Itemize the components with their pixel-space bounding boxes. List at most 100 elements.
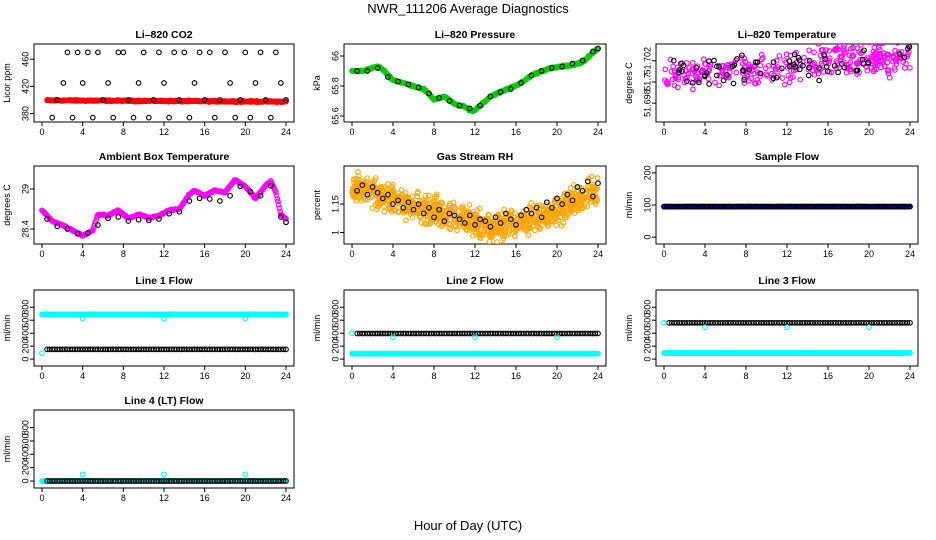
data-point <box>795 54 802 61</box>
data-point <box>386 201 393 208</box>
data-point <box>516 225 523 231</box>
y-tick-label: 400 <box>642 326 652 341</box>
data-point <box>508 207 515 214</box>
x-tick-label: 16 <box>200 493 210 503</box>
y-tick-label: 51.702 <box>642 47 652 75</box>
data-point <box>884 319 890 326</box>
x-tick-label: 24 <box>593 127 603 137</box>
x-tick-label: 24 <box>593 371 603 381</box>
data-point <box>866 324 872 331</box>
data-point <box>823 63 830 70</box>
y-tick-label: 380 <box>20 106 30 121</box>
data-point <box>395 330 401 337</box>
x-tick-label: 20 <box>240 493 250 503</box>
data-point <box>863 203 870 210</box>
data-point <box>387 330 394 337</box>
data-point <box>120 49 127 56</box>
data-point <box>280 346 287 353</box>
y-tick-label: 200 <box>642 165 652 180</box>
data-point <box>781 57 788 63</box>
y-axis-label: ml/min <box>312 315 322 342</box>
data-point <box>854 60 861 66</box>
data-point <box>401 196 408 203</box>
data-point <box>838 53 845 60</box>
data-point <box>741 77 747 83</box>
data-point <box>683 78 690 85</box>
data-point <box>901 54 908 61</box>
x-tick-label: 0 <box>349 371 354 381</box>
data-point <box>589 183 596 190</box>
data-point <box>830 203 836 210</box>
data-point <box>779 75 786 81</box>
y-axis-label: ml/min <box>2 315 12 342</box>
x-tick-label: 12 <box>470 127 480 137</box>
data-point <box>487 93 494 100</box>
data-point <box>125 97 132 103</box>
data-point <box>858 44 864 48</box>
x-tick-label: 16 <box>200 249 210 259</box>
data-point <box>242 471 249 478</box>
data-point <box>833 47 839 54</box>
x-tick-label: 24 <box>593 249 603 259</box>
data-point <box>569 60 576 67</box>
data-point <box>693 73 699 80</box>
data-point <box>595 330 601 337</box>
data-point <box>373 192 380 199</box>
data-point <box>156 216 162 222</box>
data-point <box>79 80 86 86</box>
data-point <box>595 350 601 357</box>
data-point <box>706 58 712 64</box>
data-point <box>694 70 700 77</box>
data-point <box>458 205 465 211</box>
y-axis-label: ml/min <box>2 436 12 463</box>
data-point <box>666 203 672 210</box>
data-point <box>497 330 504 337</box>
data-point <box>689 59 696 66</box>
series-red <box>44 96 289 106</box>
data-point <box>553 222 560 229</box>
data-point <box>893 58 899 65</box>
data-point <box>424 213 431 220</box>
x-tick-label: 4 <box>390 249 395 259</box>
data-point <box>877 50 883 57</box>
x-tick-label: 4 <box>80 371 85 381</box>
data-point <box>389 184 395 190</box>
data-point <box>272 49 279 56</box>
data-point <box>460 212 466 219</box>
data-point <box>461 220 468 226</box>
x-tick-label: 24 <box>281 249 291 259</box>
x-tick-label: 8 <box>121 127 126 137</box>
x-tick-label: 16 <box>511 371 521 381</box>
data-point <box>84 230 91 236</box>
data-point <box>222 49 228 56</box>
data-point <box>868 64 875 71</box>
data-point <box>486 238 493 244</box>
data-point <box>724 64 731 71</box>
data-point <box>196 49 203 56</box>
data-point <box>283 219 289 226</box>
data-point <box>543 199 550 206</box>
data-point <box>272 189 279 196</box>
series-orange <box>349 169 601 244</box>
data-point <box>415 201 422 207</box>
data-point <box>843 319 849 326</box>
data-point <box>667 56 674 63</box>
data-point <box>757 73 764 79</box>
data-point <box>508 216 514 223</box>
data-point <box>693 64 700 71</box>
x-tick-label: 16 <box>511 127 521 137</box>
panel-box-temp: Ambient Box Temperature degrees C 0 4 8 12 16 2… <box>2 151 295 259</box>
panel-title: Ambient Box Temperature <box>99 151 230 163</box>
data-point <box>847 66 854 73</box>
data-point <box>740 203 747 210</box>
series-black <box>44 182 289 237</box>
data-point <box>886 74 893 81</box>
panel-licor-temp: Li–820 Temperature degrees C 0 4 8 12 16 20 24 51… <box>624 29 919 137</box>
data-point <box>538 330 545 337</box>
data-point <box>668 68 675 75</box>
data-point <box>410 206 417 213</box>
data-point <box>451 212 458 219</box>
data-point <box>39 350 45 357</box>
data-point <box>733 69 740 76</box>
data-point <box>707 319 713 326</box>
